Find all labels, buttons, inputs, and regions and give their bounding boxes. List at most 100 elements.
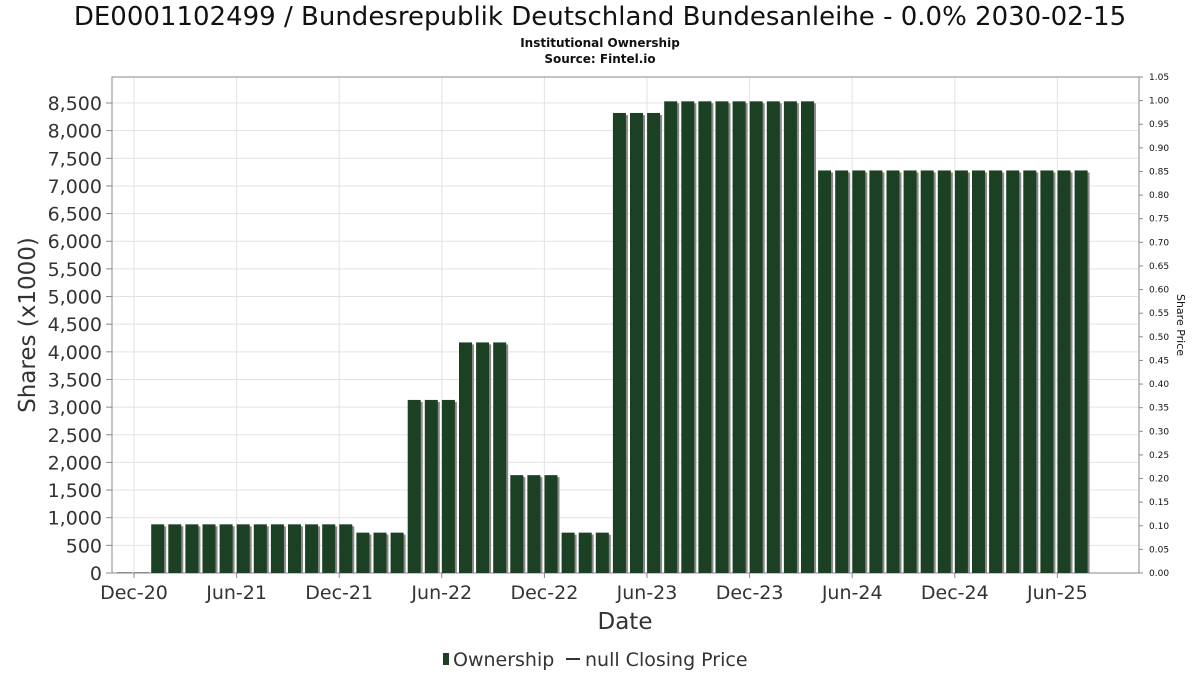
bar <box>288 524 301 573</box>
bar <box>647 112 661 573</box>
bar <box>219 524 233 573</box>
x-tick-label: Dec-21 <box>305 582 373 604</box>
y-tick-label: 6,500 <box>48 204 102 226</box>
bar <box>493 342 507 573</box>
bar <box>407 399 421 573</box>
bar <box>920 170 934 574</box>
bar <box>886 170 900 574</box>
bar <box>185 524 199 573</box>
bar <box>253 524 267 573</box>
y-tick-label: 2,000 <box>48 452 102 474</box>
y-tick-label: 4,500 <box>48 314 102 336</box>
bar <box>835 170 849 574</box>
bar <box>168 524 182 573</box>
bar <box>1040 170 1054 574</box>
legend: Ownership null Closing Price <box>443 649 748 671</box>
bar <box>578 532 592 573</box>
y2-tick-label: 0.75 <box>1149 215 1169 225</box>
bar <box>441 399 455 573</box>
chart-source: Source: Fintel.io <box>544 52 656 66</box>
bar <box>801 101 814 573</box>
y-tick-label: 7,500 <box>48 148 102 170</box>
y-tick-label: 3,500 <box>48 369 102 391</box>
legend-ownership-swatch <box>443 653 449 665</box>
y-tick-label: 3,000 <box>48 397 102 419</box>
y2-tick-label: 0.85 <box>1149 167 1169 177</box>
bar <box>766 101 780 573</box>
x-tick-label: Dec-24 <box>921 582 989 604</box>
bar <box>664 101 678 573</box>
bar <box>339 524 353 573</box>
y2-axis-label: Share Price <box>1174 294 1187 356</box>
y-tick-label: 0 <box>90 563 102 585</box>
y2-tick-label: 0.70 <box>1149 238 1169 248</box>
x-tick-label: Jun-24 <box>821 582 883 604</box>
y-tick-label: 1,500 <box>48 480 102 502</box>
x-tick-label: Dec-22 <box>510 582 578 604</box>
bar <box>510 475 524 573</box>
y-tick-label: 7,000 <box>48 176 102 198</box>
bar <box>903 170 917 574</box>
bar <box>630 112 643 573</box>
bar-series-ownership <box>117 101 1090 574</box>
y2-tick-label: 0.25 <box>1149 451 1169 461</box>
y2-tick-label: 0.50 <box>1149 333 1169 343</box>
y2-tick-label: 1.05 <box>1149 73 1169 83</box>
bar <box>1006 170 1020 574</box>
bar <box>356 532 370 573</box>
bar <box>151 524 165 573</box>
y2-tick-label: 0.10 <box>1149 522 1169 532</box>
bar <box>424 399 438 573</box>
y2-tick-label: 0.15 <box>1149 498 1169 508</box>
legend-closing-price-label: null Closing Price <box>585 649 748 671</box>
bar <box>270 524 284 573</box>
y2-tick-label: 0.65 <box>1149 262 1169 272</box>
x-axis-ticks: Dec-20 Jun-21 Dec-21 Jun-22 Dec-22 Jun-23 Dec-… <box>100 573 1088 604</box>
bar <box>390 532 404 573</box>
y-tick-label: 4,000 <box>48 342 102 364</box>
y2-tick-label: 0.55 <box>1149 309 1169 319</box>
bar <box>1057 170 1071 574</box>
bar <box>544 475 558 573</box>
x-tick-label: Dec-23 <box>716 582 784 604</box>
bar <box>869 170 883 574</box>
bar <box>476 342 490 573</box>
y2-tick-label: 0.90 <box>1149 144 1169 154</box>
x-axis-label: Date <box>598 609 653 635</box>
bar <box>783 101 797 573</box>
y-tick-label: 5,500 <box>48 259 102 281</box>
y-tick-label: 1,000 <box>48 508 102 530</box>
x-tick-label: Jun-25 <box>1026 582 1088 604</box>
bar <box>236 524 250 573</box>
bar <box>954 170 968 574</box>
bar <box>117 572 132 573</box>
y-tick-label: 500 <box>66 535 102 557</box>
bar <box>305 524 319 573</box>
y-tick-label: 6,000 <box>48 231 102 253</box>
bar <box>1023 170 1037 574</box>
bar <box>698 101 712 573</box>
y-axis-label: Shares (x1000) <box>15 237 41 413</box>
y2-tick-label: 0.00 <box>1149 569 1169 579</box>
bar <box>715 101 729 573</box>
bar <box>749 101 763 573</box>
bar <box>561 532 575 573</box>
y2-tick-label: 0.30 <box>1149 427 1169 437</box>
x-tick-label: Dec-20 <box>100 582 168 604</box>
y2-axis-ticks: 0.00 0.05 0.10 0.15 0.20 0.25 0.30 0.35 0.40 0.45… <box>1139 73 1169 579</box>
bar <box>937 170 951 574</box>
y2-tick-label: 0.95 <box>1149 120 1169 130</box>
bar <box>681 101 695 573</box>
y2-tick-label: 0.05 <box>1149 545 1169 555</box>
x-tick-label: Jun-21 <box>205 582 267 604</box>
bar <box>595 532 609 573</box>
y2-tick-label: 0.80 <box>1149 191 1169 201</box>
y2-tick-label: 0.20 <box>1149 475 1169 485</box>
x-tick-label: Jun-23 <box>616 582 678 604</box>
y-axis-ticks: 0 500 1,000 1,500 2,000 2,500 3,000 3,500 4,000 4… <box>48 93 112 585</box>
y2-tick-label: 0.35 <box>1149 404 1169 414</box>
y-tick-label: 8,000 <box>48 121 102 143</box>
y2-tick-label: 0.40 <box>1149 380 1169 390</box>
bar <box>972 170 985 574</box>
